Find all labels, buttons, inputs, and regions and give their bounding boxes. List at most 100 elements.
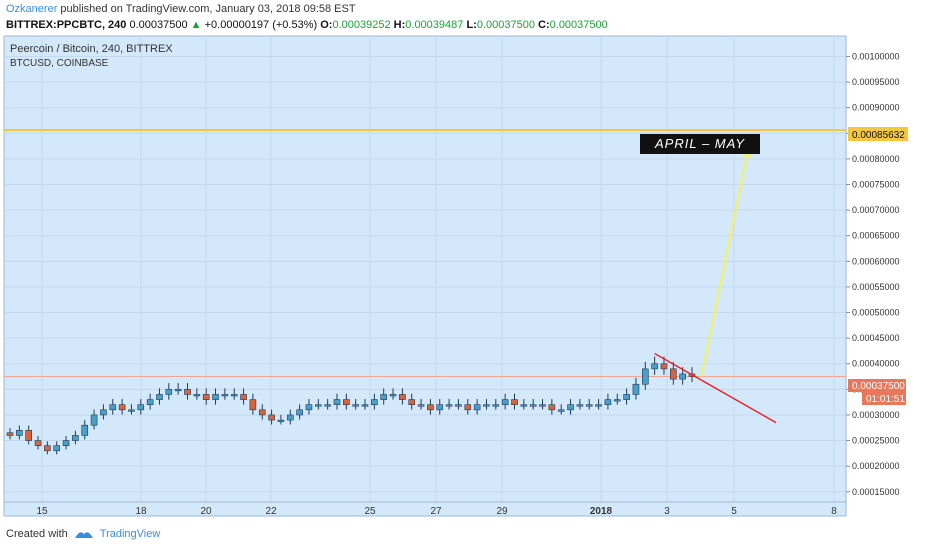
candle-body [585, 404, 593, 407]
tradingview-logo-icon [74, 532, 93, 538]
open-label: O: [320, 19, 333, 31]
y-tick-label: 0.00050000 [852, 308, 900, 318]
last-price-tag [848, 379, 906, 392]
candle-body [576, 404, 584, 407]
candle-body [427, 404, 434, 411]
chart-svg[interactable]: 0.001000000.000950000.000900000.00085000… [0, 34, 932, 524]
candle-body [146, 399, 154, 406]
candle-body [118, 404, 126, 411]
y-tick-label: 0.00040000 [852, 359, 900, 369]
target-price-text: 0.00085632 [852, 130, 905, 141]
candle-body [72, 435, 79, 441]
candle-body [399, 394, 406, 400]
plot-background [3, 35, 847, 517]
candle-body [34, 440, 42, 446]
candle-body [315, 404, 322, 407]
y-tick-label: 0.00020000 [852, 461, 900, 471]
candle-body [539, 404, 546, 407]
low-value: 0.00037500 [476, 19, 535, 31]
candle-body [81, 424, 89, 436]
candle-body [109, 404, 117, 411]
candle-body [464, 404, 472, 411]
change-value: +0.00000197 (+0.53%) [204, 19, 318, 31]
y-tick-label: 0.00060000 [852, 256, 900, 266]
author-link[interactable]: Ozkanerer [6, 3, 58, 15]
countdown-tag [862, 392, 906, 405]
candle-body [511, 399, 518, 406]
candle-body [25, 430, 32, 441]
candle-body [137, 404, 145, 411]
chart-area[interactable]: 0.001000000.000950000.000900000.00085000… [0, 34, 932, 524]
x-tick-label: 2018 [590, 506, 613, 517]
y-tick-label: 0.00065000 [852, 231, 900, 241]
candle-body [16, 430, 23, 436]
candle-body [193, 394, 201, 397]
high-value: 0.00039487 [405, 19, 464, 31]
candle-body [651, 363, 658, 370]
open-value: 0.00039252 [332, 19, 391, 31]
candle-body [492, 404, 500, 407]
price-axis[interactable]: 0.001000000.000950000.000900000.00085000… [846, 51, 900, 497]
candle-body [249, 399, 257, 411]
candle-body [324, 404, 331, 407]
time-axis[interactable]: 15 18 20 22 25 27 29 2018 3 5 8 [4, 501, 846, 517]
candle-body [473, 404, 481, 411]
candle-body [128, 409, 135, 412]
candle-body [641, 368, 649, 385]
candle-body [679, 373, 686, 380]
candle-body [557, 409, 565, 412]
annotation-box[interactable] [640, 134, 760, 154]
candle-body [202, 394, 210, 400]
low-label: L: [466, 19, 477, 31]
x-tick-label: 22 [265, 506, 277, 517]
candle-body [221, 394, 229, 397]
y-tick-label: 0.00025000 [852, 436, 900, 446]
x-tick-label: 20 [200, 506, 212, 517]
y-tick-label: 0.00090000 [852, 103, 900, 113]
candle-body [389, 394, 397, 397]
candle-body [258, 409, 266, 416]
candle-body [417, 404, 425, 407]
countdown-text: 01:01:51 [866, 394, 905, 405]
y-tick-label: 0.00055000 [852, 282, 900, 292]
candle-body [352, 404, 359, 407]
high-label: H: [393, 19, 406, 31]
candle-body [660, 363, 668, 370]
y-tick-label: 0.00080000 [852, 154, 900, 164]
candle-body [632, 383, 640, 395]
close-value: 0.00037500 [549, 19, 608, 31]
candle-body [548, 404, 556, 411]
trendline[interactable] [654, 352, 777, 424]
candle-body [361, 404, 369, 407]
candle-body [408, 399, 416, 406]
y-tick-label: 0.00100000 [852, 51, 900, 61]
candle-body [371, 399, 378, 406]
candle-body [455, 404, 462, 407]
candle-body [62, 440, 70, 446]
y-tick-label: 0.00030000 [852, 410, 900, 420]
x-tick-label: 3 [664, 506, 670, 517]
candle-body [53, 445, 61, 452]
tradingview-link[interactable]: TradingView [99, 528, 161, 540]
candle-body [623, 394, 630, 400]
published-text: published on TradingView.com, January 03… [60, 3, 356, 15]
candle-body [604, 399, 612, 406]
candle-body [184, 389, 191, 395]
candle-body [6, 432, 14, 436]
candle-body [286, 414, 294, 421]
symbol-label: BITTREX:PPCBTC, 240 [6, 19, 127, 31]
x-tick-label: 25 [364, 506, 376, 517]
candle-body [483, 404, 490, 407]
grid [4, 36, 846, 502]
up-arrow-icon: ▲ [190, 19, 202, 31]
x-tick-label: 29 [496, 506, 508, 517]
x-tick-label: 27 [430, 506, 442, 517]
candle-body [90, 414, 98, 426]
close-label: C: [538, 19, 550, 31]
candle-body [445, 404, 453, 407]
y-tick-label: 0.00045000 [852, 333, 900, 343]
annotation-text: APRIL – MAY [654, 136, 745, 151]
candle-body [567, 404, 574, 411]
candle-body [613, 399, 621, 402]
candle-body [501, 399, 509, 406]
